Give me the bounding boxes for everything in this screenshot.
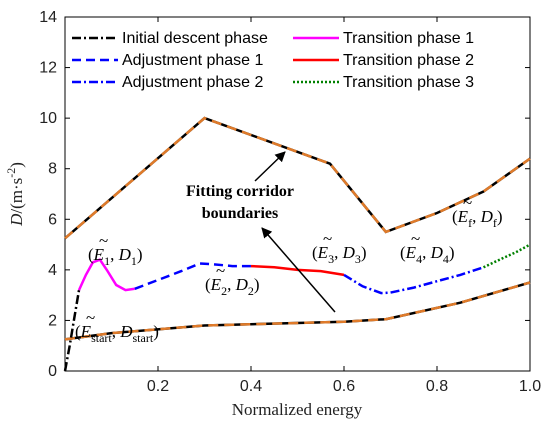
tilde-mark: ~ — [99, 231, 108, 250]
tilde-mark: ~ — [86, 308, 95, 327]
x-tick-label: 0.6 — [333, 378, 355, 395]
corridor-upper-fit — [64, 116, 531, 240]
tilde-mark: ~ — [411, 229, 420, 248]
legend-label-5: Transition phase 3 — [343, 74, 474, 91]
point-label-pf: (Ef, Df) — [452, 207, 503, 230]
corridor-label-line1: Fitting corridor — [186, 183, 294, 200]
legend-label-0: Initial descent phase — [122, 30, 268, 47]
y-tick-label: 4 — [48, 262, 57, 279]
point-label-p4: (E4, D4) — [400, 243, 455, 266]
legend: Initial descent phase Transition phase 1 A… — [72, 30, 474, 91]
series-line-5 — [482, 243, 531, 269]
y-axis-title: D/(m·s-2) — [4, 162, 26, 227]
y-tick-label: 12 — [39, 60, 57, 77]
x-tick-label: 0.4 — [240, 378, 262, 395]
x-tick-label: 1.0 — [519, 378, 541, 395]
series-line-0 — [63, 289, 81, 372]
annotations: Fitting corridor boundaries (Estart, Dstar… — [75, 151, 503, 345]
legend-label-3: Transition phase 2 — [343, 52, 474, 69]
series-line-4 — [343, 266, 484, 295]
corridor-layer — [64, 116, 531, 341]
legend-label-1: Transition phase 1 — [343, 30, 474, 47]
corridor-label-line2: boundaries — [202, 205, 278, 222]
legend-label-2: Adjustment phase 1 — [122, 52, 264, 69]
point-label-start: (Estart, Dstart) — [75, 322, 159, 345]
series-line-1 — [77, 258, 135, 292]
corridor-lower-fit — [64, 281, 531, 341]
corridor-arrow-upper — [254, 151, 286, 182]
x-tick-label: 0.8 — [426, 378, 448, 395]
legend-label-4: Adjustment phase 2 — [122, 74, 264, 91]
y-tick-label: 8 — [48, 161, 57, 178]
y-tick-label: 10 — [39, 110, 57, 127]
y-tick-label: 0 — [48, 363, 57, 380]
point-label-p1: (E1, D1) — [88, 245, 143, 268]
y-tick-label: 14 — [39, 9, 57, 26]
point-label-p3: (E3, D3) — [312, 243, 367, 266]
x-tick-label: 0.2 — [147, 378, 169, 395]
tilde-mark: ~ — [216, 261, 225, 280]
plot-area — [64, 16, 531, 372]
series-layer — [63, 243, 531, 372]
y-tick-label: 6 — [48, 211, 57, 228]
point-label-p2: (E2, D2) — [205, 275, 260, 298]
corridor-arrow-lower — [261, 227, 336, 313]
tilde-mark: ~ — [463, 193, 472, 212]
tilde-mark: ~ — [323, 229, 332, 248]
x-axis-title: Normalized energy — [232, 400, 363, 419]
ticks-layer: 0 2 4 6 8 10 12 14 0.2 0.4 0.6 0.8 1.0 — [39, 9, 541, 395]
series-line-2 — [134, 262, 251, 290]
y-tick-label: 2 — [48, 312, 57, 329]
